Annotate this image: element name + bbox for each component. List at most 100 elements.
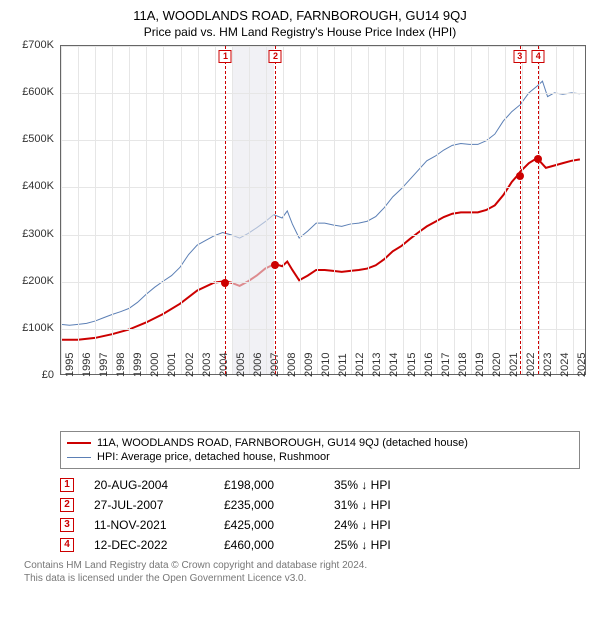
gridline-v: [300, 46, 301, 374]
gridline-h: [61, 235, 585, 236]
marker-vline: [275, 46, 276, 374]
x-tick-label: 2002: [184, 353, 196, 377]
gridline-h: [61, 187, 585, 188]
gridline-v: [78, 46, 79, 374]
gridline-h: [61, 282, 585, 283]
y-tick-label: £100K: [22, 322, 54, 334]
marker-dot: [516, 172, 524, 180]
transaction-price: £235,000: [224, 498, 314, 512]
transaction-row: 3 11-NOV-2021 £425,000 24% ↓ HPI: [60, 515, 580, 535]
transaction-table: 120-AUG-2004£198,00035% ↓ HPI227-JUL-200…: [60, 475, 580, 555]
gridline-h: [61, 329, 585, 330]
y-tick-label: £0: [42, 369, 54, 381]
gridline-v: [556, 46, 557, 374]
x-tick-label: 2016: [423, 353, 435, 377]
x-axis-labels: 1995199619971998199920002001200220032004…: [60, 375, 586, 421]
marker-box: 4: [532, 50, 545, 63]
gridline-v: [112, 46, 113, 374]
legend: 11A, WOODLANDS ROAD, FARNBOROUGH, GU14 9…: [60, 431, 580, 469]
transaction-marker-num: 3: [60, 518, 74, 532]
transaction-diff: 25% ↓ HPI: [334, 538, 391, 552]
transaction-date: 20-AUG-2004: [94, 478, 204, 492]
gridline-v: [232, 46, 233, 374]
x-tick-label: 2005: [235, 353, 247, 377]
gridline-v: [403, 46, 404, 374]
x-tick-label: 2017: [440, 353, 452, 377]
x-tick-label: 2020: [491, 353, 503, 377]
marker-dot: [221, 279, 229, 287]
title-block: 11A, WOODLANDS ROAD, FARNBOROUGH, GU14 9…: [10, 8, 590, 39]
x-tick-label: 2003: [201, 353, 213, 377]
x-tick-label: 2006: [252, 353, 264, 377]
address-title: 11A, WOODLANDS ROAD, FARNBOROUGH, GU14 9…: [10, 8, 590, 23]
transaction-marker-num: 2: [60, 498, 74, 512]
y-axis-labels: £0£100K£200K£300K£400K£500K£600K£700K: [10, 45, 58, 375]
subtitle: Price paid vs. HM Land Registry's House …: [10, 25, 590, 39]
x-tick-label: 2025: [576, 353, 588, 377]
legend-row: HPI: Average price, detached house, Rush…: [67, 450, 573, 464]
x-tick-label: 2008: [286, 353, 298, 377]
gridline-v: [163, 46, 164, 374]
gridline-v: [129, 46, 130, 374]
legend-swatch: [67, 457, 91, 458]
y-tick-label: £400K: [22, 180, 54, 192]
footer-line2: This data is licensed under the Open Gov…: [24, 572, 580, 585]
chart-container: 11A, WOODLANDS ROAD, FARNBOROUGH, GU14 9…: [0, 0, 600, 591]
gridline-v: [539, 46, 540, 374]
transaction-date: 27-JUL-2007: [94, 498, 204, 512]
marker-dot: [534, 155, 542, 163]
transaction-diff: 24% ↓ HPI: [334, 518, 391, 532]
transaction-marker-num: 1: [60, 478, 74, 492]
legend-row: 11A, WOODLANDS ROAD, FARNBOROUGH, GU14 9…: [67, 436, 573, 450]
transaction-diff: 31% ↓ HPI: [334, 498, 391, 512]
x-tick-label: 2019: [474, 353, 486, 377]
y-tick-label: £300K: [22, 228, 54, 240]
x-tick-label: 1995: [64, 353, 76, 377]
gridline-v: [488, 46, 489, 374]
gridline-v: [198, 46, 199, 374]
gridline-v: [573, 46, 574, 374]
gridline-h: [61, 46, 585, 47]
transaction-price: £425,000: [224, 518, 314, 532]
plot-wrap: £0£100K£200K£300K£400K£500K£600K£700K 12…: [10, 45, 590, 421]
gridline-v: [368, 46, 369, 374]
x-tick-label: 2010: [320, 353, 332, 377]
transaction-row: 412-DEC-2022£460,00025% ↓ HPI: [60, 535, 580, 555]
x-tick-label: 2024: [559, 353, 571, 377]
marker-box: 2: [269, 50, 282, 63]
x-tick-label: 2021: [508, 353, 520, 377]
series-hpi: [61, 81, 580, 325]
gridline-v: [505, 46, 506, 374]
x-tick-label: 2000: [149, 353, 161, 377]
gridline-v: [95, 46, 96, 374]
gridline-v: [454, 46, 455, 374]
x-tick-label: 2023: [542, 353, 554, 377]
x-tick-label: 1997: [98, 353, 110, 377]
transaction-row: 2 27-JUL-2007 £235,000 31% ↓ HPI: [60, 495, 580, 515]
x-tick-label: 2011: [337, 353, 349, 377]
plot-area: 1234: [60, 45, 586, 375]
gridline-h: [61, 93, 585, 94]
y-tick-label: £200K: [22, 275, 54, 287]
x-tick-label: 1998: [115, 353, 127, 377]
y-tick-label: £700K: [22, 39, 54, 51]
footer: Contains HM Land Registry data © Crown c…: [24, 559, 580, 585]
transaction-price: £460,000: [224, 538, 314, 552]
x-tick-label: 2004: [218, 353, 230, 377]
marker-box: 3: [513, 50, 526, 63]
transaction-date: 11-NOV-2021: [94, 518, 204, 532]
transaction-row: 120-AUG-2004£198,00035% ↓ HPI: [60, 475, 580, 495]
gridline-v: [146, 46, 147, 374]
line-series-svg: [61, 46, 585, 374]
y-tick-label: £500K: [22, 133, 54, 145]
gridline-v: [61, 46, 62, 374]
x-tick-label: 2007: [269, 353, 281, 377]
legend-swatch: [67, 442, 91, 444]
gridline-v: [420, 46, 421, 374]
marker-vline: [538, 46, 539, 374]
transaction-diff: 35% ↓ HPI: [334, 478, 391, 492]
gridline-v: [266, 46, 267, 374]
x-tick-label: 2014: [388, 353, 400, 377]
y-tick-label: £600K: [22, 86, 54, 98]
legend-label: HPI: Average price, detached house, Rush…: [97, 451, 330, 463]
